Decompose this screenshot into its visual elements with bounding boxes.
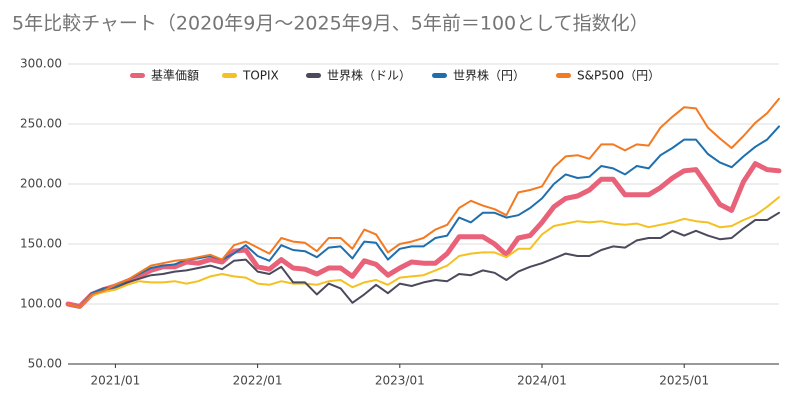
legend-label: S&P500（円） xyxy=(577,69,660,83)
series-line xyxy=(67,196,780,309)
x-tick-label: 2024/01 xyxy=(517,374,567,388)
legend-swatch xyxy=(222,73,237,78)
y-tick-label: 100.00 xyxy=(20,297,62,311)
series-line xyxy=(65,161,782,309)
y-tick-label: 200.00 xyxy=(20,177,62,191)
chart-title: 5年比較チャート（2020年9月〜2025年9月、5年前＝100として指数化） xyxy=(12,13,649,35)
legend-swatch xyxy=(306,73,321,78)
legend-swatch xyxy=(556,73,571,78)
y-tick-label: 150.00 xyxy=(20,237,62,251)
legend-swatch xyxy=(130,73,145,78)
x-tick-label: 2021/01 xyxy=(90,374,140,388)
legend-label: 世界株（ドル） xyxy=(327,68,411,83)
x-tick-label: 2025/01 xyxy=(659,374,709,388)
series-line xyxy=(67,97,780,309)
legend-label: 世界株（円） xyxy=(453,68,525,83)
y-tick-label: 250.00 xyxy=(20,117,62,131)
legend-swatch xyxy=(432,73,447,78)
x-tick-label: 2023/01 xyxy=(375,374,425,388)
legend-label: TOPIX xyxy=(242,69,279,83)
series-line xyxy=(67,211,780,309)
x-tick-label: 2022/01 xyxy=(233,374,283,388)
y-tick-label: 300.00 xyxy=(20,57,62,71)
y-tick-label: 50.00 xyxy=(28,357,62,371)
legend-label: 基準価額 xyxy=(151,68,199,83)
